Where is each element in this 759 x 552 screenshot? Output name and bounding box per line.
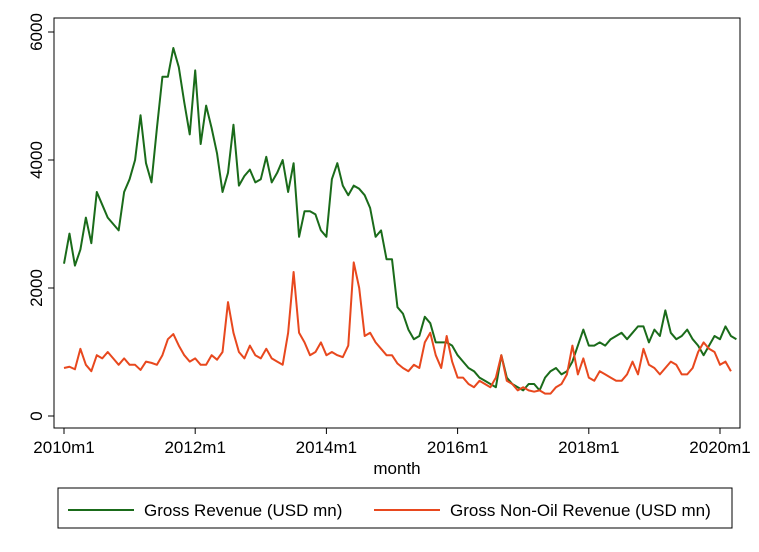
y-axis: 0 2000 4000 6000	[27, 13, 54, 421]
series-layer	[63, 47, 737, 395]
x-tick-label: 2014m1	[296, 438, 357, 457]
y-tick-label: 2000	[27, 269, 46, 307]
y-tick-label: 0	[27, 411, 46, 420]
legend-label-gross-non-oil-revenue: Gross Non-Oil Revenue (USD mn)	[450, 501, 711, 520]
legend-box	[57, 487, 733, 529]
legend: Gross Revenue (USD mn) Gross Non-Oil Rev…	[57, 487, 733, 529]
series-1	[63, 261, 732, 395]
legend-label-gross-revenue: Gross Revenue (USD mn)	[144, 501, 342, 520]
x-tick-label: 2018m1	[558, 438, 619, 457]
x-tick-label: 2020m1	[689, 438, 750, 457]
y-tick-label: 4000	[27, 141, 46, 179]
plot-frame	[53, 17, 741, 429]
x-tick-label: 2012m1	[164, 438, 225, 457]
y-tick-label: 6000	[27, 13, 46, 51]
x-tick-label: 2010m1	[33, 438, 94, 457]
x-axis-title: month	[373, 459, 420, 478]
series-line-0	[63, 47, 737, 392]
x-tick-label: 2016m1	[427, 438, 488, 457]
x-axis: 2010m1 2012m1 2014m1 2016m1 2018m1 2020m1	[33, 428, 751, 457]
